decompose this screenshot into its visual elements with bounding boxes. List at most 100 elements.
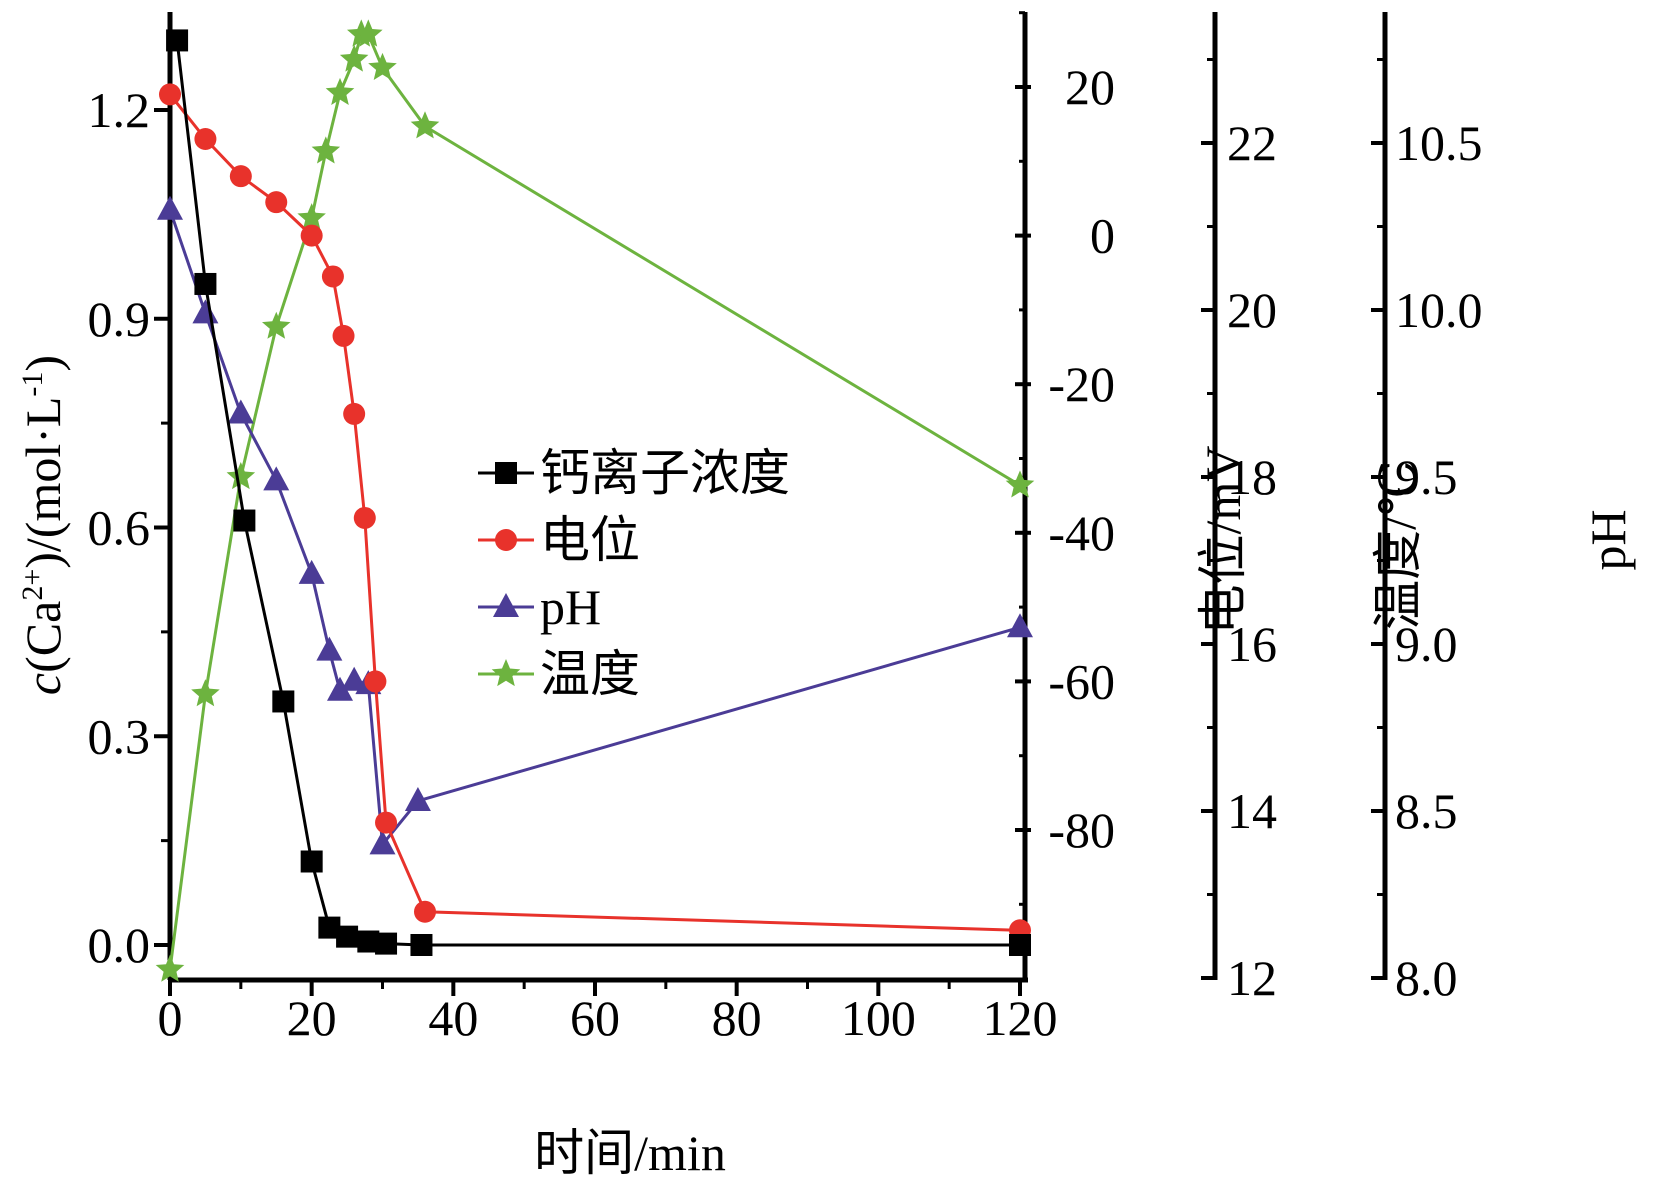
legend-item: 温度 [478, 646, 640, 702]
legend-label: 温度 [540, 646, 640, 702]
y1-title-rest: (Ca [15, 601, 71, 673]
y3-axis-title: 温度/℃ [1370, 460, 1426, 630]
y4-tick-label: 9.0 [1395, 616, 1458, 672]
data-point [227, 399, 254, 424]
legend-item: 钙离子浓度 [478, 445, 790, 501]
data-point [157, 195, 183, 220]
y1-tick-label: 1.2 [88, 82, 151, 138]
y3-tick-label: 12 [1227, 950, 1277, 1006]
data-point [311, 136, 341, 164]
series-layer [155, 19, 1035, 982]
data-point [166, 29, 189, 52]
y2-tick-label: 0 [1090, 208, 1115, 264]
y2-tick-label: -20 [1048, 356, 1115, 412]
y2-tick-label: -60 [1048, 653, 1115, 709]
x-tick-label: 100 [841, 990, 916, 1046]
legend-marker [495, 462, 517, 484]
data-point [327, 676, 353, 701]
data-point [159, 83, 181, 106]
data-point [194, 128, 217, 151]
data-point [262, 311, 291, 339]
legend-label: 钙离子浓度 [540, 445, 790, 501]
data-point [410, 111, 440, 139]
series-line [168, 209, 1021, 849]
series-3 [157, 195, 1033, 855]
data-point [229, 165, 252, 188]
data-point [272, 690, 295, 713]
y2-tick-label: -40 [1048, 505, 1115, 561]
legend-item: 电位 [478, 512, 640, 568]
data-point [336, 925, 359, 948]
series-2 [159, 83, 1031, 942]
y4-axis-title: pH [1580, 509, 1636, 570]
y3-tick-label: 18 [1227, 449, 1277, 505]
data-point [318, 916, 341, 939]
y3-tick-label: 22 [1227, 115, 1277, 171]
y2-axis-title: 电位/mV [1195, 446, 1251, 635]
data-point [339, 44, 369, 72]
x-tick-label: 0 [158, 990, 183, 1046]
data-point [1007, 613, 1033, 638]
y1-axis-title: c(Ca2+)/(mol·L-1) [15, 355, 71, 695]
data-point [357, 930, 380, 953]
x-tick-label: 80 [712, 990, 762, 1046]
y1-title-sup: 2+ [16, 569, 49, 601]
y1-title-end: ) [15, 355, 71, 372]
data-point [321, 265, 344, 288]
data-point [1009, 934, 1031, 956]
data-point [353, 506, 376, 529]
series-line [168, 32, 1021, 970]
legend-label: pH [540, 579, 601, 635]
data-point [364, 670, 387, 693]
x-tick-label: 20 [287, 990, 337, 1046]
data-point [316, 636, 343, 661]
y1-tick-label: 0.6 [88, 500, 151, 556]
y2-tick-label: -80 [1048, 802, 1115, 858]
legend-marker [491, 659, 521, 687]
x-tick-label: 60 [570, 990, 620, 1046]
data-point [332, 324, 355, 347]
data-point [233, 509, 256, 532]
y1-tick-label: 0.0 [88, 917, 151, 973]
y4-tick-label: 10.5 [1395, 115, 1483, 171]
y1-tick-label: 0.9 [88, 291, 151, 347]
data-point [192, 299, 219, 324]
y3-tick-label: 16 [1227, 616, 1277, 672]
series-1 [166, 29, 1031, 956]
y1-title-mid: )/(mol·L [15, 397, 71, 569]
legend-item: pH [478, 579, 601, 635]
legend-marker [493, 593, 519, 617]
data-point [375, 932, 398, 955]
data-point [265, 191, 288, 214]
data-point [226, 462, 256, 490]
data-point [191, 679, 220, 707]
data-point [155, 954, 185, 982]
data-point [414, 900, 436, 923]
x-tick-label: 120 [983, 990, 1058, 1046]
axes-layer: 0 20 40 60 80 100 120 0.0 0.3 0.6 0.9 1.2 20 0 -20 -40 -… [88, 11, 1483, 1046]
data-point [263, 466, 290, 491]
data-point [194, 272, 217, 295]
y3-tick-label: 20 [1227, 282, 1277, 338]
data-point [343, 402, 366, 425]
data-point [354, 19, 383, 47]
y4-tick-label: 9.5 [1395, 449, 1458, 505]
y1-tick-label: 0.3 [88, 708, 151, 764]
x-tick-label: 40 [428, 990, 478, 1046]
y4-tick-label: 8.5 [1395, 783, 1458, 839]
y4-tick-label: 10.0 [1395, 282, 1483, 338]
data-point [325, 77, 355, 105]
series-4 [155, 19, 1035, 982]
data-point [368, 52, 397, 80]
legend-marker [495, 529, 517, 551]
data-point [375, 811, 398, 834]
y1-title-sup2: -1 [16, 372, 49, 397]
y4-tick-label: 8.0 [1395, 950, 1458, 1006]
y2-tick-label: 20 [1065, 59, 1115, 115]
data-point [300, 850, 323, 873]
legend-label: 电位 [540, 512, 640, 568]
data-point [298, 559, 325, 584]
data-point [404, 786, 431, 811]
